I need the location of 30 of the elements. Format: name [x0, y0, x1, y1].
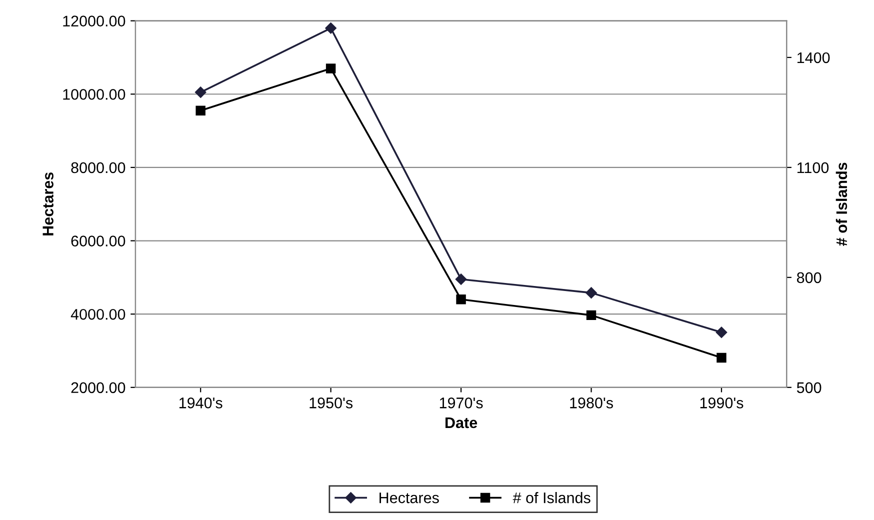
- y-tick-label: 2000.00: [71, 382, 126, 394]
- point: [716, 326, 728, 338]
- x-tick-label: 1970's: [440, 398, 483, 408]
- y-tick-label: 8000.00: [71, 162, 126, 174]
- y2-tick-label: 500: [796, 382, 822, 394]
- legend-label: # of Islands: [512, 492, 590, 504]
- y-tick-label: 4000.00: [70, 308, 126, 320]
- legend-label: Hectares: [380, 492, 439, 504]
- point: [196, 106, 206, 116]
- y-axis-title: Hectares: [42, 172, 54, 236]
- y2-tick-label: 800: [796, 272, 822, 284]
- point: [325, 22, 336, 34]
- y-tick-label: 10000.00: [63, 88, 126, 100]
- y2-tick-label: 1100: [797, 162, 829, 174]
- x-tick-label: 1980's: [570, 398, 613, 408]
- y2-tick-label: 1400: [797, 52, 830, 64]
- y2-axis-title: # of Islands: [836, 162, 848, 246]
- y-tick-label: 6000.00: [71, 236, 126, 246]
- x-tick-label: 1990's: [700, 398, 744, 408]
- x-axis-title: Date: [446, 417, 478, 428]
- point: [455, 274, 467, 285]
- point: [586, 287, 597, 298]
- x-tick-label: 1950's: [310, 398, 353, 408]
- point: [716, 352, 726, 363]
- y-tick-label: 12000.00: [63, 16, 126, 26]
- point: [586, 310, 596, 320]
- point: [456, 294, 466, 304]
- point: [326, 64, 336, 74]
- point: [194, 86, 206, 98]
- x-tick-label: 1940's: [179, 398, 222, 408]
